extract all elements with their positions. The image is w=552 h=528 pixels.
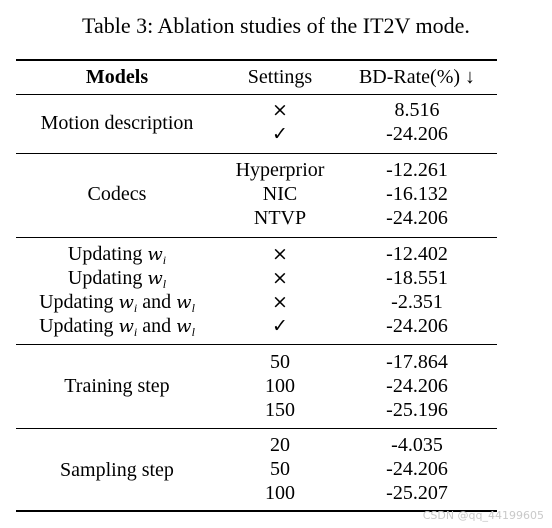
setting-cell: ×	[272, 291, 288, 313]
model-label: Updating wl	[67, 267, 167, 291]
setting-cell: Hyperprior	[235, 159, 325, 181]
bottom-rule	[16, 510, 497, 512]
setting-cell: 100	[265, 482, 295, 504]
value-cell: -25.196	[386, 399, 448, 421]
value-cell: -4.035	[391, 434, 443, 456]
setting-cell: 100	[265, 375, 295, 397]
header-models: Models	[85, 66, 149, 88]
value-cell: -12.261	[386, 159, 448, 181]
setting-cell: ✓	[272, 123, 288, 145]
value-cell: -24.206	[386, 123, 448, 145]
setting-cell: 20	[270, 434, 290, 456]
setting-cell: ×	[272, 267, 288, 289]
value-cell: -17.864	[386, 351, 448, 373]
value-cell: -24.206	[386, 458, 448, 480]
model-label: Updating wi and wl	[39, 291, 195, 315]
table-caption: Table 3: Ablation studies of the IT2V mo…	[82, 13, 470, 38]
value-cell: -12.402	[386, 243, 448, 265]
value-cell: -25.207	[386, 482, 448, 504]
watermark: CSDN @qq_44199605	[422, 509, 544, 522]
model-label: Training step	[64, 375, 170, 397]
header-settings: Settings	[247, 66, 313, 88]
setting-cell: 150	[265, 399, 295, 421]
value-cell: 8.516	[394, 99, 440, 121]
section-divider	[16, 344, 497, 345]
value-cell: -16.132	[386, 183, 448, 205]
model-label: Updating wi and wl	[39, 315, 195, 339]
value-cell: -24.206	[386, 375, 448, 397]
model-label: Updating wi	[67, 243, 167, 267]
model-label: Motion description	[40, 112, 194, 134]
setting-cell: 50	[270, 351, 290, 373]
value-cell: -24.206	[386, 207, 448, 229]
setting-cell: ✓	[272, 315, 288, 337]
section-divider	[16, 237, 497, 238]
header-bd-rate: BD-Rate(%) ↓	[358, 66, 476, 88]
value-cell: -18.551	[386, 267, 448, 289]
setting-cell: NIC	[262, 183, 298, 205]
setting-cell: ×	[272, 99, 288, 121]
section-divider	[16, 153, 497, 154]
model-label: Codecs	[87, 183, 147, 205]
setting-cell: 50	[270, 458, 290, 480]
section-divider	[16, 428, 497, 429]
setting-cell: ×	[272, 243, 288, 265]
value-cell: -24.206	[386, 315, 448, 337]
header-rule	[16, 94, 497, 95]
value-cell: -2.351	[391, 291, 443, 313]
model-label: Sampling step	[60, 459, 174, 481]
setting-cell: NTVP	[253, 207, 307, 229]
top-rule	[16, 59, 497, 61]
